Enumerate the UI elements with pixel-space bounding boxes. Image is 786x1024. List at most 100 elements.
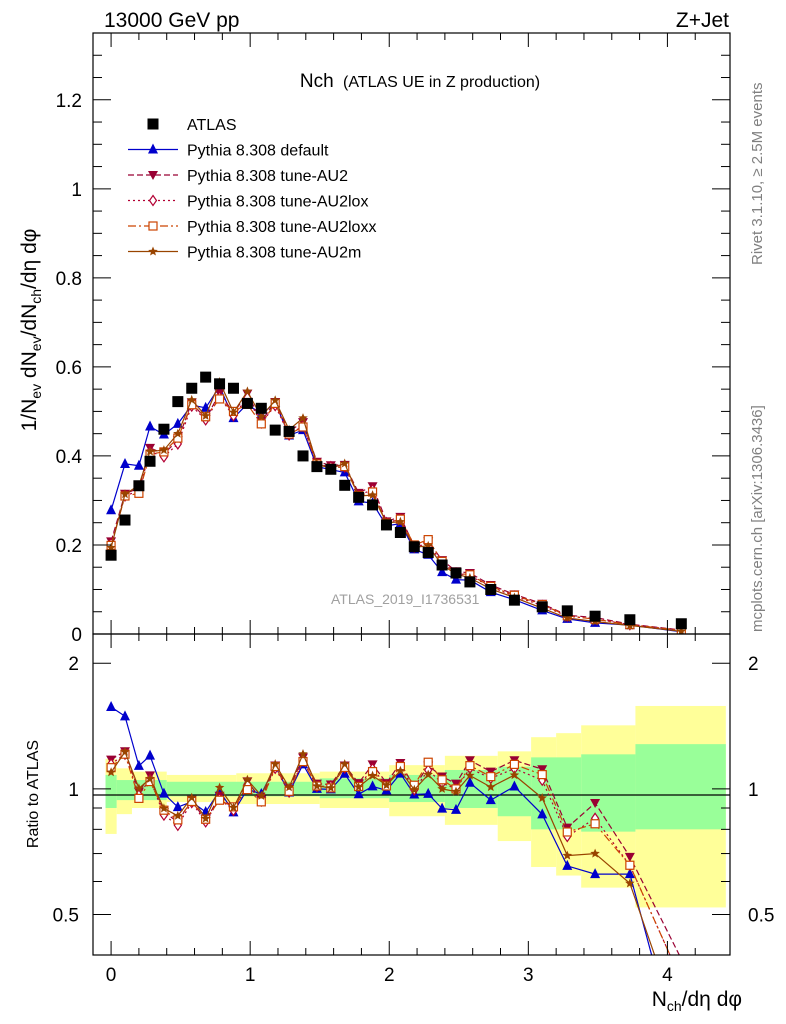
point-pythia-8-308-tune-au2loxx <box>256 419 266 429</box>
ratio-point-pythia-8-308-tune-au2m <box>625 878 635 888</box>
ratio-point-pythia-8-308-tune-au2m <box>200 813 211 823</box>
ratio-point-pythia-8-308-tune-au2m <box>486 782 496 792</box>
ratio-point-pythia-8-308-tune-au2m <box>145 773 155 783</box>
ratio-point-pythia-8-308-default <box>106 701 117 712</box>
legend-marker-pythia-8-308-tune-au2loxx <box>148 221 158 231</box>
x-tick-label: 3 <box>523 965 534 986</box>
ratio-point-pythia-8-308-default <box>367 780 378 791</box>
ratio-point-pythia-8-308-tune-au2loxx <box>486 772 496 782</box>
legend-marker-pythia-8-308-tune-au2 <box>148 171 158 180</box>
ratio-point-pythia-8-308-default <box>464 776 475 787</box>
process-label: Z+Jet <box>676 9 729 32</box>
ratio-point-pythia-8-308-tune-au2 <box>624 852 635 862</box>
point-atlas <box>464 576 476 588</box>
ratio-point-pythia-8-308-tune-au2m <box>312 781 322 791</box>
ratio-point-pythia-8-308-tune-au2m <box>134 783 144 793</box>
point-atlas <box>269 424 281 436</box>
ratio-point-pythia-8-308-tune-au2m <box>256 790 266 800</box>
y-tick-label-top: 0.4 <box>56 447 83 468</box>
point-atlas <box>297 450 309 462</box>
legend-label-pythia-8-308-default: Pythia 8.308 default <box>187 143 329 160</box>
point-pythia-8-308-tune-au2m <box>298 413 308 423</box>
point-atlas <box>367 499 379 511</box>
legend-marker-pythia-8-308-default <box>148 143 158 154</box>
ratio-point-pythia-8-308-default <box>451 803 462 814</box>
legend-label-pythia-8-308-tune-au2: Pythia 8.308 tune-AU2 <box>187 168 348 185</box>
y-tick-label-top: 1 <box>71 180 82 201</box>
point-pythia-8-308-tune-au2m <box>187 394 197 404</box>
ratio-point-pythia-8-308-tune-au2m <box>353 782 364 792</box>
ratio-point-pythia-8-308-tune-au2m <box>409 784 419 794</box>
plot-title-main: Nch <box>300 71 334 92</box>
ratio-point-pythia-8-308-default <box>423 787 434 798</box>
point-pythia-8-308-tune-au2m <box>173 428 183 438</box>
y-tick-label-top: 0.2 <box>56 536 82 557</box>
point-pythia-8-308-tune-au2loxx <box>214 394 225 404</box>
ratio-point-pythia-8-308-default <box>590 868 601 879</box>
point-atlas <box>536 601 548 613</box>
point-atlas <box>589 610 601 622</box>
point-pythia-8-308-tune-au2m <box>676 626 687 634</box>
ratio-point-pythia-8-308-tune-au2m <box>159 803 169 813</box>
ratio-point-pythia-8-308-default <box>624 868 635 879</box>
ratio-point-pythia-8-308-tune-au2m <box>509 770 520 780</box>
point-atlas <box>105 549 117 561</box>
ratio-point-pythia-8-308-default <box>158 787 169 798</box>
ratio-point-pythia-8-308-tune-au2loxx <box>423 757 433 767</box>
ratio-point-pythia-8-308-tune-au2loxx <box>134 793 144 803</box>
y-tick-label-top: 0.8 <box>56 269 82 290</box>
y-tick-label-bottom-right: 1 <box>748 780 759 801</box>
ratio-panel-series <box>106 701 687 984</box>
ratio-point-pythia-8-308-tune-au2m <box>326 782 336 792</box>
ratio-point-pythia-8-308-tune-au2m <box>590 848 600 858</box>
point-pythia-8-308-tune-au2m <box>270 395 280 405</box>
point-pythia-8-308-tune-au2m <box>106 542 116 552</box>
point-pythia-8-308-default <box>437 566 448 577</box>
ratio-point-pythia-8-308-default <box>145 749 156 760</box>
series-line-pythia-8-308-tune-au2 <box>110 392 682 631</box>
point-pythia-8-308-tune-au2loxx <box>298 422 308 432</box>
band-green-segment <box>105 774 117 808</box>
energy-label: 13000 GeV pp <box>104 9 239 32</box>
point-atlas <box>353 491 365 503</box>
point-pythia-8-308-default <box>172 417 183 428</box>
point-pythia-8-308-tune-au2m <box>159 445 169 455</box>
top-y-axis-label: 1/Nev dNev/dNch/dη dφ <box>18 229 44 432</box>
y-tick-label-top: 0.6 <box>56 358 82 379</box>
point-atlas <box>436 559 448 571</box>
ratio-point-pythia-8-308-tune-au2loxx <box>562 827 572 837</box>
point-pythia-8-308-default <box>119 457 130 468</box>
plot-title-sub: (ATLAS UE in Z production) <box>343 74 540 91</box>
ratio-point-pythia-8-308-default <box>133 759 144 770</box>
ratio-point-pythia-8-308-tune-au2m <box>298 749 308 758</box>
point-atlas <box>394 526 406 538</box>
point-pythia-8-308-tune-au2m <box>256 411 266 421</box>
point-atlas <box>186 382 198 394</box>
point-pythia-8-308-tune-au2m <box>242 386 253 396</box>
watermark: ATLAS_2019_I1736531 <box>331 591 480 607</box>
point-pythia-8-308-tune-au2m <box>367 490 378 500</box>
point-atlas <box>408 541 420 553</box>
ratio-point-pythia-8-308-tune-au2 <box>590 799 601 809</box>
point-atlas <box>422 547 434 559</box>
point-atlas <box>158 423 170 435</box>
ratio-point-pythia-8-308-default <box>119 710 130 721</box>
ratio-point-pythia-8-308-tune-au2 <box>464 756 475 766</box>
point-atlas <box>485 583 497 595</box>
ratio-line-pythia-8-308-default <box>110 706 653 955</box>
source-label: mcplots.cern.ch [arXiv:1306.3436] <box>749 405 766 632</box>
point-atlas <box>227 382 239 394</box>
point-atlas <box>561 605 573 617</box>
ratio-point-pythia-8-308-default <box>562 859 573 870</box>
ratio-point-pythia-8-308-default <box>172 801 183 812</box>
y-tick-label-bottom-right: 0.5 <box>748 906 774 927</box>
point-atlas <box>624 614 636 626</box>
series-line-pythia-8-308-default <box>110 385 682 633</box>
ratio-point-pythia-8-308-tune-au2m <box>381 780 392 790</box>
legend-label-pythia-8-308-tune-au2loxx: Pythia 8.308 tune-AU2loxx <box>187 219 376 236</box>
ratio-point-pythia-8-308-tune-au2loxx <box>677 976 685 984</box>
point-pythia-8-308-default <box>106 504 117 515</box>
point-atlas <box>133 480 145 492</box>
band-green-segment <box>581 754 636 832</box>
y-tick-label-bottom-left: 0.5 <box>53 906 79 927</box>
